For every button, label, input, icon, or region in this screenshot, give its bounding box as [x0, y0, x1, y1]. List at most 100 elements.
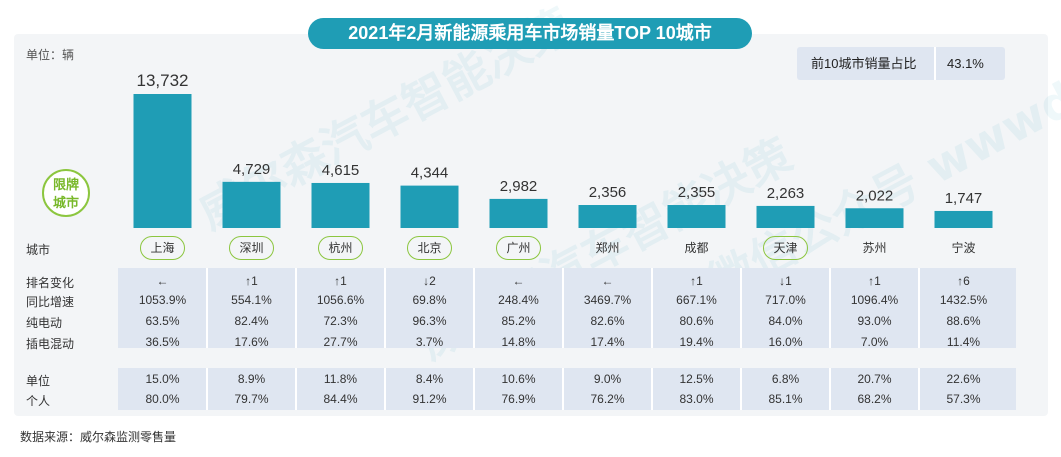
city-label-苏州: 苏州 — [837, 236, 913, 260]
table-cell-phev: 14.8% — [501, 335, 536, 349]
column-divider — [384, 268, 386, 348]
bar-杭州 — [311, 182, 370, 228]
table-cell-yoy: 3469.7% — [583, 293, 632, 307]
table-cell-rank_change: ← — [512, 274, 525, 288]
value-label-杭州: 4,615 — [322, 162, 360, 179]
table-cell-yoy: 1432.5% — [939, 293, 988, 307]
table-cell-personal: 84.4% — [323, 392, 358, 406]
city-name: 杭州 — [318, 236, 363, 260]
city-name: 广州 — [496, 236, 541, 260]
table-cell-phev: 36.5% — [145, 335, 180, 349]
table-cell-bev: 84.0% — [768, 314, 803, 328]
table-cell-personal: 91.2% — [412, 392, 447, 406]
table-cell-org: 22.6% — [946, 372, 981, 386]
row-label-personal: 个人 — [26, 394, 51, 408]
table-cell-personal: 68.2% — [857, 392, 892, 406]
column-divider — [562, 268, 564, 348]
bar-广州 — [489, 198, 548, 228]
value-label-郑州: 2,356 — [589, 184, 627, 201]
city-name: 郑州 — [595, 241, 620, 255]
column-divider — [918, 268, 920, 348]
table-cell-yoy: 1053.9% — [138, 293, 187, 307]
table-cell-rank_change: ← — [601, 274, 614, 288]
table-cell-phev: 11.4% — [946, 335, 981, 349]
table-cell-phev: 27.7% — [323, 335, 358, 349]
table-band — [118, 268, 1016, 348]
value-label-广州: 2,982 — [500, 178, 538, 195]
bar-宁波 — [934, 210, 993, 228]
table-cell-org: 15.0% — [145, 372, 180, 386]
column-divider — [562, 368, 564, 410]
table-cell-personal: 79.7% — [234, 392, 269, 406]
city-name: 天津 — [763, 236, 808, 260]
row-label-rank-change: 排名变化 — [26, 276, 75, 290]
row-label-yoy: 同比增速 — [26, 295, 75, 309]
column-divider — [206, 368, 208, 410]
table-cell-yoy: 1096.4% — [850, 293, 899, 307]
table-cell-rank_change: ↑1 — [245, 274, 258, 288]
table-cell-bev: 93.0% — [857, 314, 892, 328]
bar-成都 — [667, 205, 726, 228]
value-label-成都: 2,355 — [678, 184, 716, 201]
column-divider — [473, 368, 475, 410]
table-cell-org: 8.4% — [415, 372, 444, 386]
column-divider — [473, 268, 475, 348]
value-label-上海: 13,732 — [137, 71, 189, 90]
unit-note: 单位：辆 — [26, 48, 75, 62]
table-cell-bev: 82.4% — [234, 314, 269, 328]
row-label-phev: 插电混动 — [26, 337, 75, 351]
table-cell-bev: 96.3% — [412, 314, 447, 328]
table-cell-personal: 83.0% — [679, 392, 714, 406]
city-label-郑州: 郑州 — [570, 236, 646, 260]
chart-title: 2021年2月新能源乘用车市场销量TOP 10城市 — [308, 18, 752, 49]
table-cell-org: 9.0% — [593, 372, 622, 386]
value-label-深圳: 4,729 — [233, 161, 271, 178]
table-cell-yoy: 554.1% — [231, 293, 272, 307]
bar-chart: 13,732 4,729 4,615 4,344 2,982 2,356 2,355 2,26… — [133, 71, 993, 228]
table-cell-phev: 19.4% — [679, 335, 714, 349]
bar-北京 — [400, 185, 459, 228]
city-label-杭州: 杭州 — [303, 236, 379, 260]
column-divider — [384, 368, 386, 410]
bar-深圳 — [222, 181, 281, 228]
table-cell-bev: 80.6% — [679, 314, 714, 328]
city-label-上海: 上海 — [125, 236, 201, 260]
row-label-bev: 纯电动 — [26, 316, 63, 330]
table-cell-org: 20.7% — [857, 372, 892, 386]
column-divider — [740, 268, 742, 348]
city-name: 深圳 — [229, 236, 274, 260]
table-cell-rank_change: ← — [156, 274, 169, 288]
table-cell-rank_change: ↑1 — [690, 274, 703, 288]
table-cell-phev: 7.0% — [860, 335, 889, 349]
table-cell-yoy: 248.4% — [498, 293, 539, 307]
city-name: 上海 — [140, 236, 185, 260]
table-cell-personal: 76.9% — [501, 392, 536, 406]
table-cell-org: 12.5% — [679, 372, 714, 386]
column-divider — [918, 368, 920, 410]
city-name: 宁波 — [951, 241, 976, 255]
table-cell-yoy: 1056.6% — [316, 293, 365, 307]
table-cell-phev: 17.6% — [234, 335, 269, 349]
row-label-org: 单位 — [26, 374, 51, 388]
table-cell-rank_change: ↓1 — [779, 274, 792, 288]
table-cell-org: 11.8% — [323, 372, 358, 386]
badge-line-1: 限牌 — [52, 177, 79, 192]
city-label-广州: 广州 — [481, 236, 557, 260]
city-label-天津: 天津 — [748, 236, 824, 260]
share-value: 43.1% — [947, 56, 984, 71]
column-divider — [295, 268, 297, 348]
table-band — [118, 368, 1016, 410]
city-name: 北京 — [407, 236, 452, 260]
value-label-天津: 2,263 — [767, 185, 805, 202]
table-cell-bev: 72.3% — [323, 314, 358, 328]
value-label-北京: 4,344 — [411, 165, 449, 182]
row-label-city: 城市 — [26, 243, 51, 257]
column-divider — [651, 368, 653, 410]
city-name: 成都 — [684, 241, 709, 255]
table-cell-personal: 57.3% — [946, 392, 981, 406]
bar-苏州 — [845, 208, 904, 228]
table-cell-yoy: 717.0% — [765, 293, 806, 307]
table-cell-personal: 85.1% — [768, 392, 803, 406]
value-label-苏州: 2,022 — [856, 187, 894, 204]
restricted-city-badge: 限牌 城市 — [42, 169, 90, 217]
